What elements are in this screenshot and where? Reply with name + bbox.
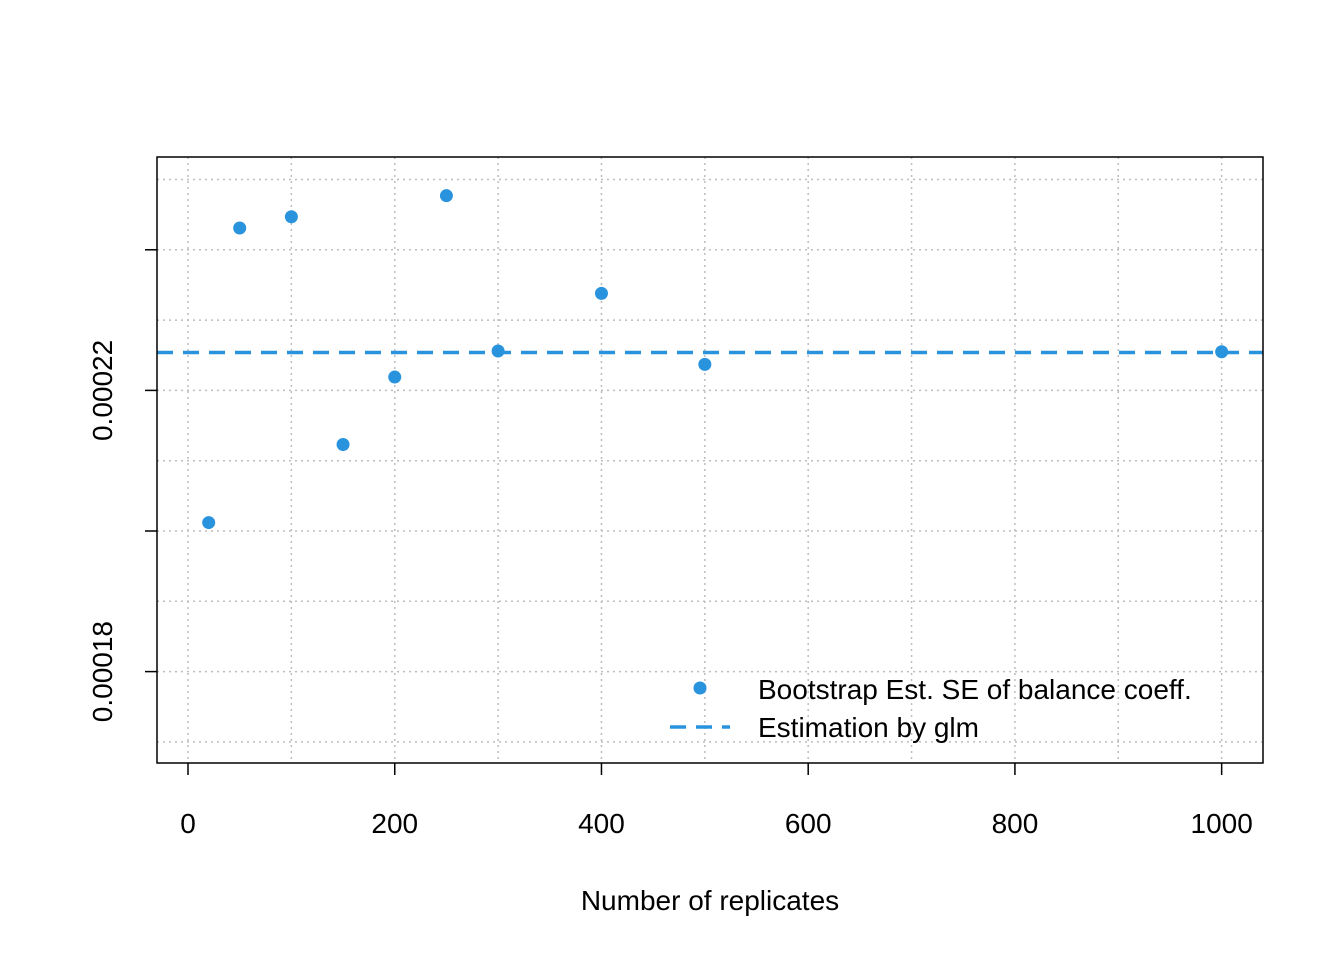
points-layer (202, 189, 1229, 530)
legend-label-bootstrap: Bootstrap Est. SE of balance coeff. (758, 674, 1192, 705)
data-point (439, 189, 453, 203)
x-tick-label: 1000 (1191, 808, 1253, 839)
y-tick-label: 0.00018 (87, 621, 118, 722)
data-point (336, 438, 350, 452)
grid-layer (157, 157, 1263, 763)
data-point (202, 516, 216, 530)
x-tick-label: 0 (180, 808, 196, 839)
x-axis-title: Number of replicates (581, 885, 839, 916)
data-point (698, 357, 712, 371)
data-point (1215, 345, 1229, 359)
data-point (233, 221, 247, 235)
data-point (388, 370, 402, 384)
legend-point-marker (693, 681, 707, 695)
x-tick-label: 200 (371, 808, 418, 839)
x-tick-label: 800 (992, 808, 1039, 839)
data-point (594, 286, 608, 300)
x-tick-label: 600 (785, 808, 832, 839)
legend: Bootstrap Est. SE of balance coeff. Esti… (670, 674, 1192, 743)
plot-frame (156, 156, 1264, 764)
data-point (284, 210, 298, 224)
y-tick-label: 0.00022 (87, 340, 118, 441)
data-point (491, 344, 505, 358)
legend-label-glm: Estimation by glm (758, 712, 979, 743)
x-axis: 0 200 400 600 800 1000 (180, 763, 1253, 839)
y-axis: 0.00018 0.00022 (87, 249, 157, 722)
x-tick-label: 400 (578, 808, 625, 839)
